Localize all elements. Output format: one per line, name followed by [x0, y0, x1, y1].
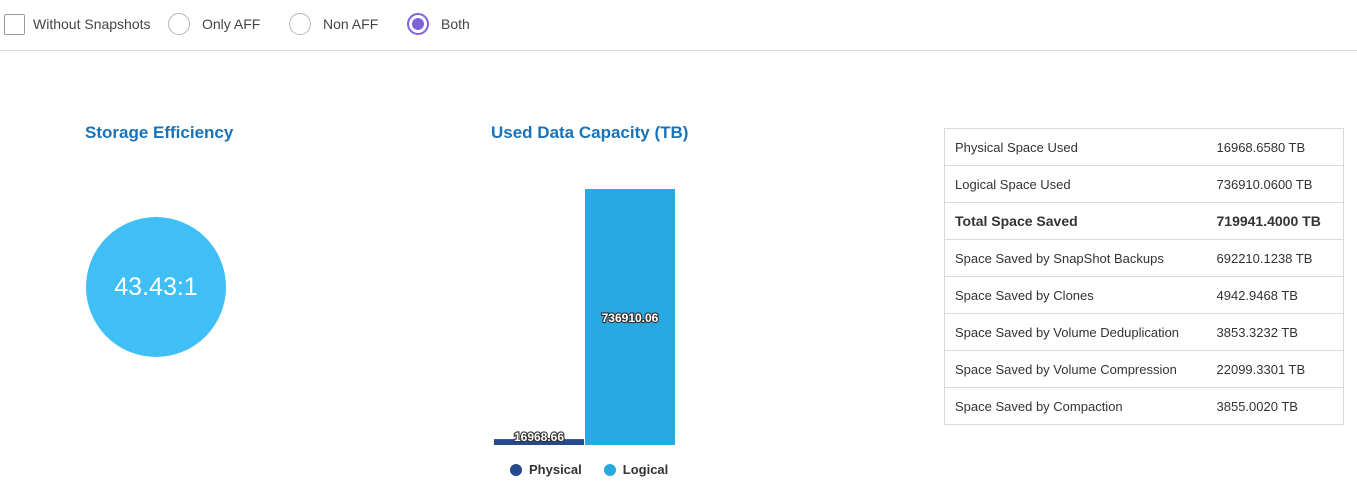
table-row: Space Saved by SnapShot Backups 692210.12… — [944, 239, 1344, 277]
storage-efficiency-title: Storage Efficiency — [85, 123, 234, 142]
stat-label: Space Saved by Compaction — [944, 387, 1207, 425]
stat-label: Space Saved by Volume Deduplication — [944, 313, 1207, 351]
stat-value: 3855.0020 TB — [1206, 387, 1344, 425]
table-row: Space Saved by Compaction 3855.0020 TB — [944, 387, 1344, 425]
stat-label: Space Saved by Volume Compression — [944, 350, 1207, 388]
data-label-physical: 16968.66 — [514, 430, 564, 444]
used-capacity-chart: 16968.66 736910.06 Physical Logical — [470, 160, 700, 490]
used-capacity-title: Used Data Capacity (TB) — [491, 123, 689, 142]
stat-label: Total Space Saved — [944, 202, 1207, 240]
radio-circle-both[interactable] — [407, 13, 429, 35]
table-row: Logical Space Used 736910.0600 TB — [944, 165, 1344, 203]
stat-label: Physical Space Used — [944, 128, 1207, 166]
filter-bar: Without Snapshots Only AFF Non AFF Both — [0, 0, 1357, 51]
legend-item-physical[interactable]: Physical — [510, 462, 582, 477]
bar-logical[interactable] — [585, 189, 675, 445]
stat-value: 4942.9468 TB — [1206, 276, 1344, 314]
stat-value: 22099.3301 TB — [1206, 350, 1344, 388]
legend-item-logical[interactable]: Logical — [603, 462, 669, 477]
data-label-logical: 736910.06 — [602, 311, 659, 325]
table-row: Space Saved by Volume Compression 22099.3… — [944, 350, 1344, 388]
stat-value: 736910.0600 TB — [1206, 165, 1344, 203]
chart-legend: Physical Logical — [510, 462, 668, 477]
non-aff-radio[interactable]: Non AFF — [289, 12, 378, 36]
table-row: Physical Space Used 16968.6580 TB — [944, 128, 1344, 166]
table-row: Total Space Saved 719941.4000 TB — [944, 202, 1344, 240]
stat-value: 692210.1238 TB — [1206, 239, 1344, 277]
bar-chart-svg: 16968.66 736910.06 — [494, 189, 675, 445]
legend-label-physical: Physical — [529, 462, 582, 477]
checkbox-box[interactable] — [4, 13, 25, 35]
stat-value: 719941.4000 TB — [1206, 202, 1344, 240]
stat-label: Space Saved by Clones — [944, 276, 1207, 314]
stat-label: Space Saved by SnapShot Backups — [944, 239, 1207, 277]
space-stats-table: Physical Space Used 16968.6580 TB Logical … — [944, 128, 1344, 425]
stat-value: 3853.3232 TB — [1206, 313, 1344, 351]
radio-circle-only-aff[interactable] — [168, 13, 190, 35]
radio-circle-non-aff[interactable] — [289, 13, 311, 35]
non-aff-label: Non AFF — [323, 16, 379, 32]
without-snapshots-label: Without Snapshots — [33, 16, 151, 32]
stat-label: Logical Space Used — [944, 165, 1207, 203]
stat-value: 16968.6580 TB — [1206, 128, 1344, 166]
legend-dot-physical — [510, 463, 522, 476]
bar-physical[interactable] — [494, 439, 584, 445]
legend-label-logical: Logical — [622, 462, 669, 477]
both-radio[interactable]: Both — [407, 12, 470, 36]
table-row: Space Saved by Clones 4942.9468 TB — [944, 276, 1344, 314]
only-aff-radio[interactable]: Only AFF — [168, 12, 260, 36]
storage-efficiency-value: 43.43:1 — [114, 272, 198, 301]
storage-efficiency-circle: 43.43:1 — [86, 217, 226, 357]
without-snapshots-checkbox[interactable]: Without Snapshots — [4, 12, 151, 36]
table-row: Space Saved by Volume Deduplication 3853.… — [944, 313, 1344, 351]
legend-dot-logical — [603, 463, 616, 476]
both-label: Both — [441, 16, 470, 32]
only-aff-label: Only AFF — [202, 16, 261, 32]
